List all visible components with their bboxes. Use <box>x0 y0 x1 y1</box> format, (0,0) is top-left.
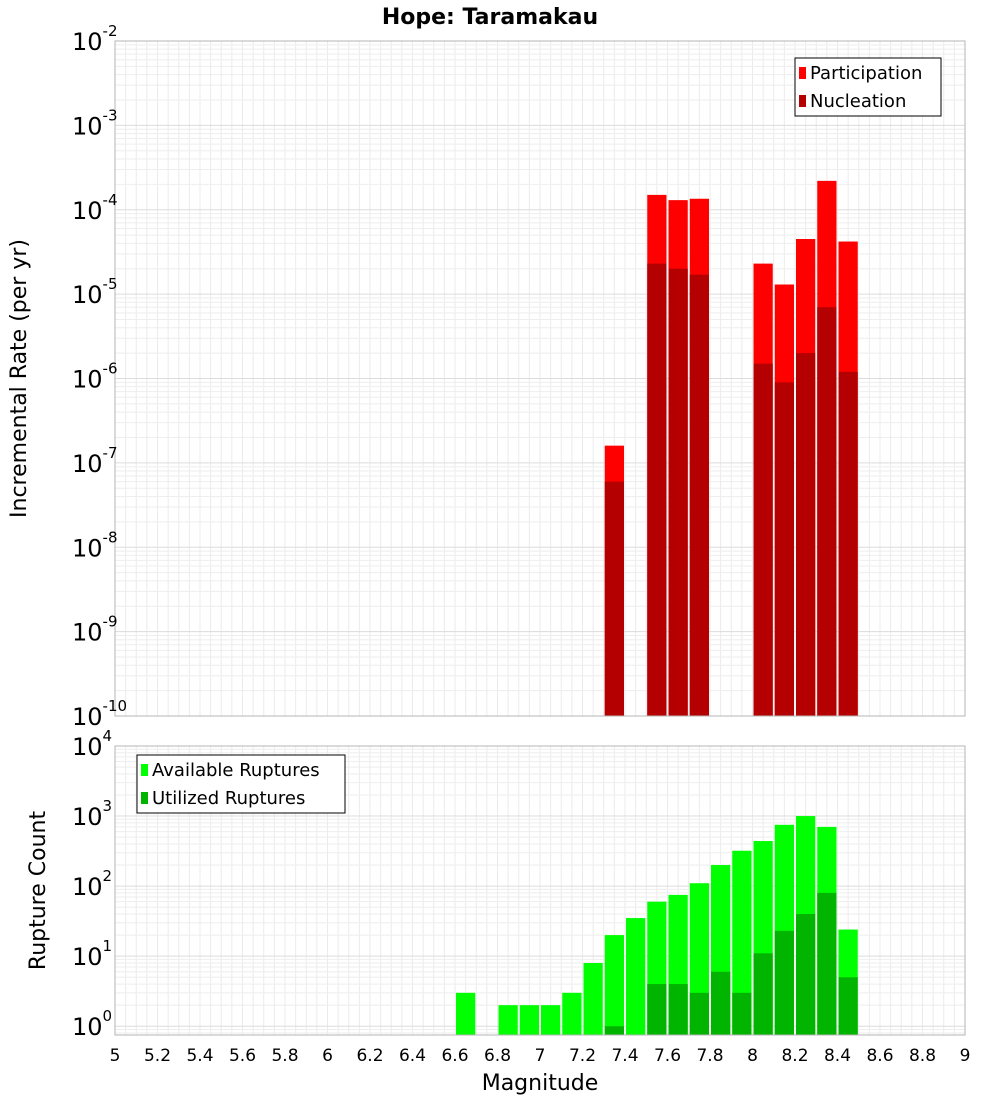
bar <box>732 992 752 1035</box>
y-tick-label: 104 <box>72 727 112 761</box>
series-utilized-ruptures <box>604 892 858 1035</box>
x-tick-label: 7.6 <box>654 1046 681 1066</box>
panel-1: 10-10 10-9 10-8 10-7 10-6 10-5 10-4 10-3 10-2 Inc… <box>7 5 966 731</box>
x-tick-label: 6 <box>322 1046 333 1066</box>
x-tick-label: 7.4 <box>611 1046 638 1066</box>
y-tick-label: 10-3 <box>72 106 118 140</box>
x-tick-label: 9 <box>960 1046 971 1066</box>
legend-swatch <box>799 95 806 107</box>
y-tick-labels: 100 101 102 103 104 <box>72 727 112 1041</box>
bar <box>753 363 773 716</box>
x-tick-label: 5.4 <box>186 1046 213 1066</box>
legend-swatch <box>141 764 148 776</box>
bar <box>774 382 794 716</box>
bar <box>647 984 667 1035</box>
x-tick-label: 8.6 <box>866 1046 893 1066</box>
y-tick-label: 10-4 <box>72 191 118 225</box>
bar <box>456 992 476 1035</box>
bar <box>604 1026 624 1035</box>
y-tick-label: 101 <box>72 937 112 971</box>
y-tick-label: 100 <box>72 1007 112 1041</box>
x-tick-label: 5 <box>110 1046 121 1066</box>
x-tick-labels: 5 5.2 5.4 5.6 5.8 6 6.2 6.4 6.6 6.8 7 7.2 7.4 7.6 7.8 8… <box>110 1046 971 1066</box>
panel-2: 100 101 102 103 104 Rupture Count Available Ru… <box>26 727 970 1096</box>
bar <box>647 263 667 716</box>
x-tick-label: 5.6 <box>229 1046 256 1066</box>
bar <box>838 977 858 1035</box>
bar <box>541 1005 561 1035</box>
bar <box>711 971 731 1035</box>
legend: Available Ruptures Utilized Ruptures <box>136 754 346 814</box>
bar <box>817 307 837 716</box>
bar <box>796 353 816 716</box>
bar <box>732 850 752 1035</box>
y-axis-label: Incremental Rate (per yr) <box>7 239 32 518</box>
legend-box <box>136 754 346 814</box>
chart-title: Hope: Taramakau <box>382 5 598 30</box>
bar <box>668 268 688 716</box>
x-tick-label: 8.8 <box>909 1046 936 1066</box>
bar <box>562 992 582 1035</box>
x-tick-label: 6.8 <box>484 1046 511 1066</box>
bar <box>668 984 688 1035</box>
x-tick-label: 7.8 <box>696 1046 723 1066</box>
bar <box>604 935 624 1035</box>
x-tick-label: 8 <box>747 1046 758 1066</box>
bar <box>498 1005 518 1035</box>
x-tick-label: 6.2 <box>356 1046 383 1066</box>
y-tick-label: 102 <box>72 867 112 901</box>
legend-label: Nucleation <box>810 91 906 112</box>
x-tick-label: 5.8 <box>271 1046 298 1066</box>
bar <box>796 914 816 1035</box>
bar <box>583 962 603 1035</box>
y-tick-label: 10-9 <box>72 613 118 647</box>
bar <box>838 371 858 716</box>
legend: Participation Nucleation <box>794 57 942 117</box>
x-tick-label: 8.4 <box>824 1046 851 1066</box>
y-tick-label: 10-8 <box>72 528 118 562</box>
legend-swatch <box>141 792 148 804</box>
legend-label: Utilized Ruptures <box>152 788 305 809</box>
bar <box>817 892 837 1035</box>
x-tick-label: 7.2 <box>569 1046 596 1066</box>
x-tick-label: 8.2 <box>781 1046 808 1066</box>
bar <box>689 274 709 716</box>
legend-label: Participation <box>810 63 922 84</box>
bar <box>774 930 794 1035</box>
legend-swatch <box>799 67 806 79</box>
y-tick-label: 103 <box>72 797 112 831</box>
y-tick-label: 10-5 <box>72 275 118 309</box>
y-axis-label: Rupture Count <box>26 811 51 971</box>
grid-lines <box>114 40 966 717</box>
x-axis-label: Magnitude <box>482 1071 599 1096</box>
y-tick-label: 10-7 <box>72 444 118 478</box>
x-tick-label: 6.4 <box>399 1046 426 1066</box>
y-tick-label: 10-2 <box>72 22 118 56</box>
y-tick-label: 10-10 <box>72 697 127 731</box>
x-tick-label: 7 <box>535 1046 546 1066</box>
y-tick-label: 10-6 <box>72 360 118 394</box>
bar <box>519 1005 539 1035</box>
plot-frame <box>114 745 966 1036</box>
bar <box>753 953 773 1035</box>
bar <box>626 918 646 1035</box>
legend-box <box>794 57 942 117</box>
legend-label: Available Ruptures <box>152 760 320 781</box>
x-tick-label: 5.2 <box>144 1046 171 1066</box>
x-tick-label: 6.6 <box>441 1046 468 1066</box>
bar <box>689 992 709 1035</box>
series-nucleation <box>604 263 858 716</box>
bar <box>604 481 624 716</box>
plot-frame <box>114 40 966 717</box>
